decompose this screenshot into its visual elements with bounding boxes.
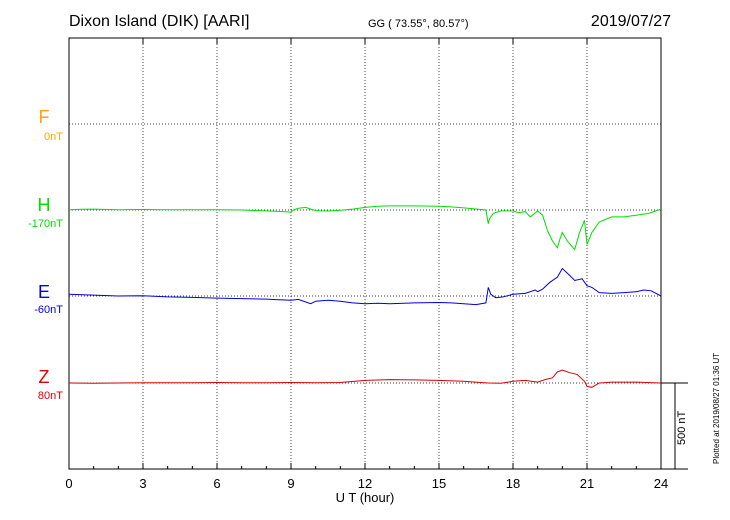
component-label-h: H [37,195,51,215]
series-line-h [68,205,662,251]
x-tick-label: 9 [287,476,294,491]
component-label-e: E [37,282,50,302]
component-label-f: F [38,107,50,127]
grid-lines [69,38,661,469]
x-tick-label: 18 [506,476,520,491]
x-axis-ticks: 0 3 6 9 12 15 18 21 24 [65,38,668,491]
x-tick-label: 0 [65,476,72,491]
series-line-e [68,267,662,306]
geographic-coordinates: GG ( 73.55°, 80.57°) [368,18,469,30]
series-line-z [68,369,662,388]
x-tick-label: 6 [213,476,220,491]
baseline-value-f: 0nT [44,131,63,143]
station-title: Dixon Island (DIK) [AARI] [69,13,250,30]
component-label-z: Z [38,367,50,387]
x-tick-label: 21 [580,476,594,491]
baseline-value-z: 80nT [37,390,63,402]
x-axis-label: U T (hour) [335,490,395,505]
x-tick-label: 15 [432,476,446,491]
series-lines [68,205,662,388]
x-tick-label: 3 [139,476,146,491]
baseline-value-e: -60nT [34,304,63,316]
scale-bar-label: 500 nT [676,410,688,445]
baseline-value-h: -170nT [28,218,63,230]
x-tick-label: 12 [358,476,372,491]
x-tick-label: 24 [654,476,668,491]
plotted-timestamp: Plotted at 2019/08/27 01:36 UT [712,352,721,464]
plot-date: 2019/07/27 [590,13,671,30]
